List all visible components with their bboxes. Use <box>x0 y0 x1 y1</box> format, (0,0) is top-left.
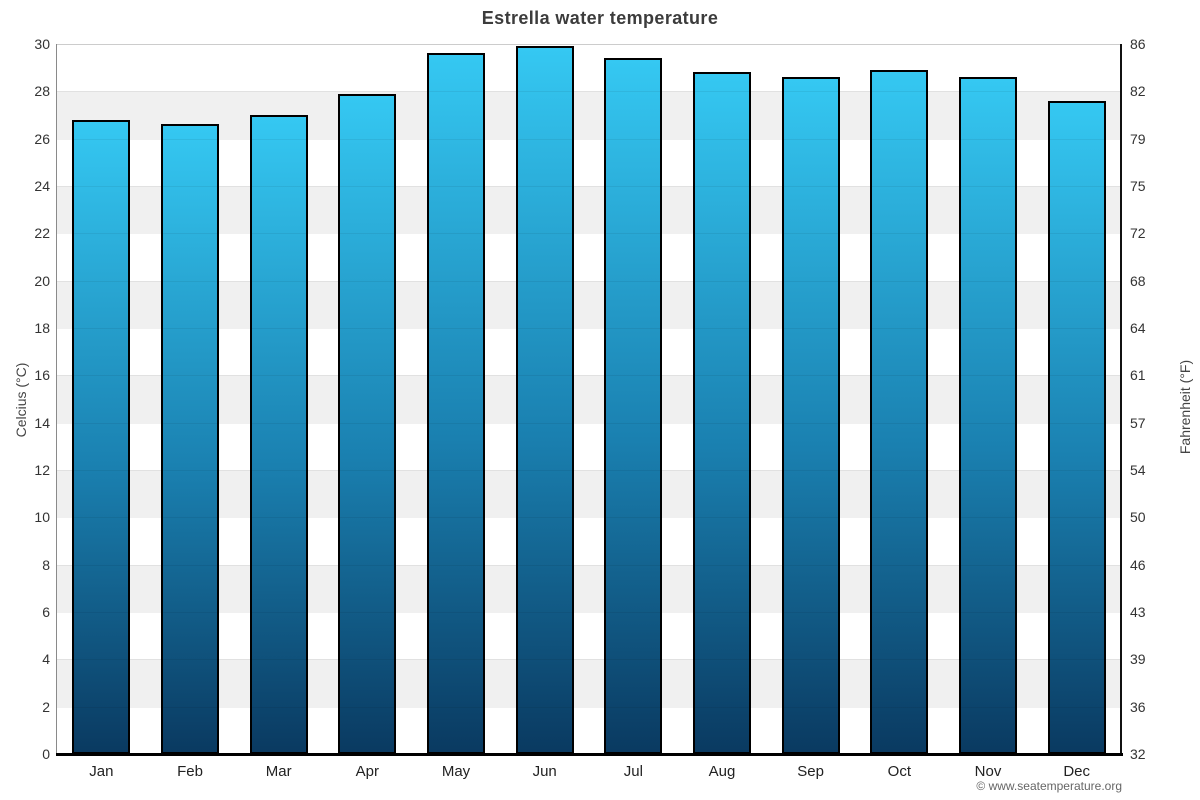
y-axis-right-line <box>1120 44 1122 755</box>
y-tick-fahrenheit-54: 54 <box>1130 462 1146 478</box>
gridline-22c <box>57 233 1121 235</box>
gridline-18c <box>57 328 1121 329</box>
plot-band <box>57 233 1121 281</box>
y-tick-celsius-12: 12 <box>34 462 50 478</box>
plot-band <box>57 328 1121 376</box>
y-tick-celsius-26: 26 <box>34 130 50 147</box>
plot-band <box>57 91 1121 139</box>
y-axis-right-title: Fahrenheit (°F) <box>1177 359 1193 455</box>
month-label-jun: Jun <box>532 763 557 780</box>
plot-band <box>57 138 1121 186</box>
gridline-16c <box>57 375 1121 377</box>
plot-area <box>57 44 1121 754</box>
y-tick-celsius-0: 0 <box>42 746 50 762</box>
y-tick-fahrenheit-68: 68 <box>1130 272 1146 289</box>
bar-mar[interactable] <box>249 115 308 754</box>
month-label-oct: Oct <box>887 763 911 780</box>
x-axis-line <box>56 753 1123 756</box>
bar-oct[interactable] <box>870 70 929 754</box>
bar-jan[interactable] <box>72 119 131 754</box>
y-tick-celsius-18: 18 <box>34 320 50 336</box>
bar-sep[interactable] <box>781 77 840 754</box>
bar-dec[interactable] <box>1047 100 1106 754</box>
gridline-4c <box>57 659 1121 661</box>
bar-nov[interactable] <box>959 77 1017 754</box>
y-tick-celsius-20: 20 <box>34 272 50 289</box>
plot-band <box>57 375 1121 423</box>
y-tick-celsius-2: 2 <box>42 698 50 715</box>
plot-band <box>57 422 1121 470</box>
month-label-sep: Sep <box>797 763 824 780</box>
gridline-20c <box>57 280 1121 282</box>
y-tick-celsius-22: 22 <box>34 225 50 242</box>
copyright: © www.seatemperature.org <box>976 779 1122 793</box>
plot-band <box>57 280 1121 328</box>
gridline-2c <box>57 706 1121 708</box>
y-tick-celsius-6: 6 <box>42 604 50 620</box>
plot-band <box>57 706 1121 754</box>
gridline-24c <box>57 186 1121 187</box>
y-tick-celsius-8: 8 <box>42 556 50 573</box>
bar-aug[interactable] <box>693 72 751 754</box>
y-tick-fahrenheit-61: 61 <box>1130 367 1146 384</box>
bar-apr[interactable] <box>338 93 397 754</box>
month-label-jan: Jan <box>89 763 114 780</box>
plot-band <box>57 44 1121 92</box>
chart-title: Estrella water temperature <box>481 8 719 28</box>
plot-band <box>57 659 1121 707</box>
month-label-nov: Nov <box>974 763 1002 780</box>
y-tick-celsius-14: 14 <box>34 414 50 431</box>
y-tick-celsius-28: 28 <box>34 83 50 100</box>
y-tick-fahrenheit-86: 86 <box>1130 36 1146 52</box>
plot-top-border <box>57 44 1121 45</box>
month-label-mar: Mar <box>265 763 292 780</box>
y-tick-celsius-10: 10 <box>34 509 50 526</box>
plot-band <box>57 517 1121 565</box>
plot-band <box>57 470 1121 518</box>
y-tick-fahrenheit-79: 79 <box>1130 130 1146 147</box>
gridline-8c <box>57 564 1121 566</box>
y-tick-fahrenheit-64: 64 <box>1130 320 1146 336</box>
y-tick-celsius-4: 4 <box>42 651 50 668</box>
month-label-dec: Dec <box>1063 763 1090 780</box>
y-tick-celsius-24: 24 <box>34 178 50 194</box>
y-tick-fahrenheit-36: 36 <box>1130 698 1146 715</box>
bar-may[interactable] <box>427 53 485 754</box>
y-axis-left-line <box>56 44 57 754</box>
plot-band <box>57 612 1121 660</box>
plot-band <box>57 564 1121 612</box>
gridline-10c <box>57 517 1121 519</box>
month-label-may: May <box>441 763 471 780</box>
y-tick-fahrenheit-82: 82 <box>1130 83 1146 100</box>
y-tick-fahrenheit-46: 46 <box>1130 556 1146 573</box>
y-tick-fahrenheit-43: 43 <box>1130 604 1146 620</box>
plot-band <box>57 186 1121 234</box>
y-tick-fahrenheit-75: 75 <box>1130 178 1146 194</box>
y-tick-fahrenheit-57: 57 <box>1130 414 1146 431</box>
y-tick-fahrenheit-72: 72 <box>1130 225 1146 242</box>
gridline-26c <box>57 138 1121 140</box>
y-tick-fahrenheit-39: 39 <box>1130 651 1146 668</box>
gridline-12c <box>57 470 1121 471</box>
bar-feb[interactable] <box>161 124 219 754</box>
y-tick-celsius-16: 16 <box>34 367 50 384</box>
y-tick-fahrenheit-32: 32 <box>1130 746 1146 762</box>
gridline-6c <box>57 612 1121 613</box>
y-tick-fahrenheit-50: 50 <box>1130 509 1146 526</box>
y-tick-celsius-30: 30 <box>34 36 50 52</box>
month-label-jul: Jul <box>623 763 643 780</box>
gridline-14c <box>57 422 1121 424</box>
month-label-apr: Apr <box>355 763 379 780</box>
y-axis-left-title: Celcius (°C) <box>13 362 29 438</box>
bar-jul[interactable] <box>604 58 663 754</box>
gridline-28c <box>57 91 1121 93</box>
month-label-aug: Aug <box>708 763 736 780</box>
bar-jun[interactable] <box>515 46 574 754</box>
month-label-feb: Feb <box>177 763 203 780</box>
